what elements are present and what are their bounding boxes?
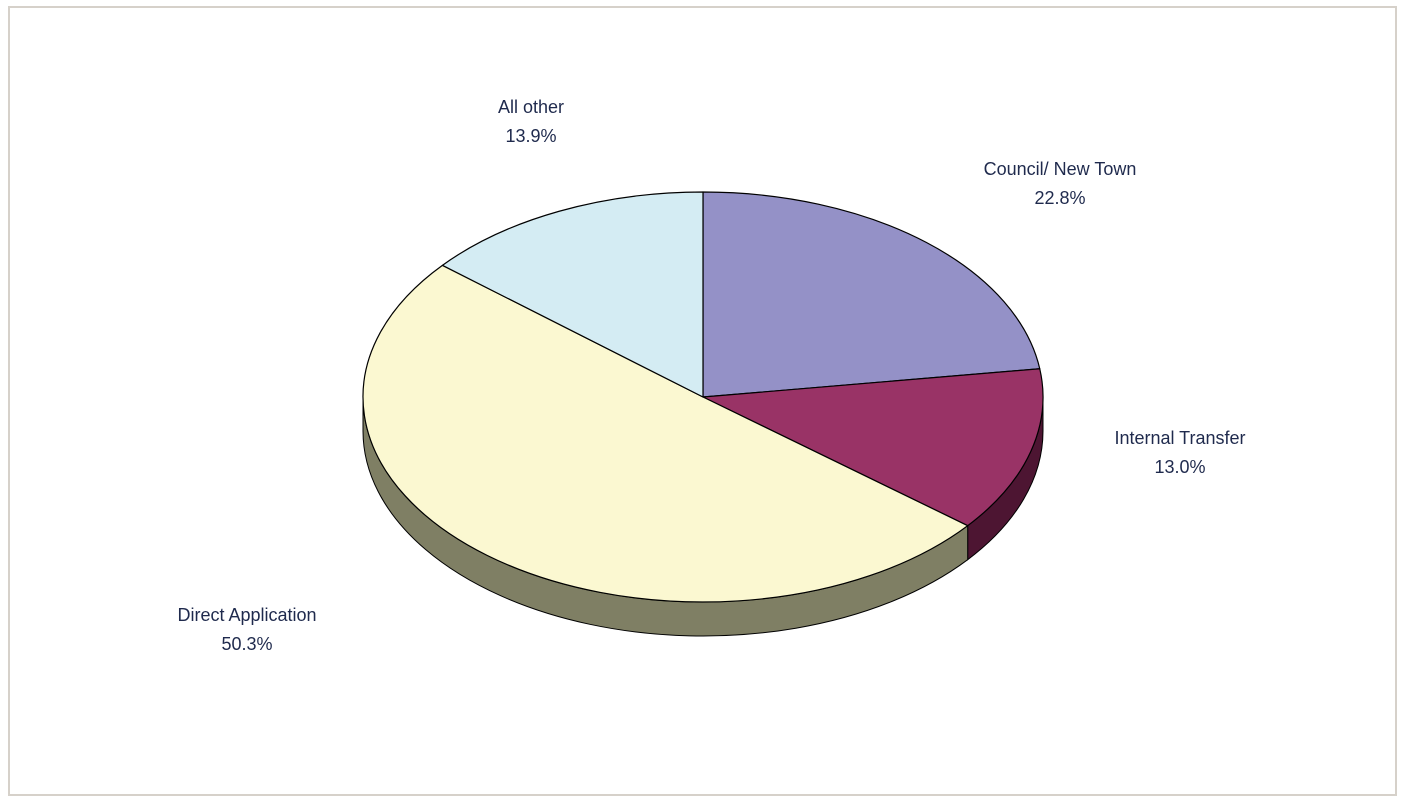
pie-slice-direct-application — [362, 264, 969, 603]
slice-label-council-new-town: Council/ New Town — [984, 159, 1137, 179]
slice-label-direct-application: Direct Application — [177, 605, 316, 625]
pie-slice-all-other — [441, 191, 704, 398]
pie-slice-internal-transfer — [702, 368, 1044, 527]
pie-labels: Council/ New Town 22.8% Internal Transfer 1… — [177, 97, 1245, 654]
slice-label-internal-transfer: Internal Transfer — [1114, 428, 1245, 448]
pie-chart: Council/ New Town 22.8% Internal Transfer 1… — [177, 97, 1245, 654]
pie-slice-council-new-town — [702, 191, 1041, 398]
pie-tops — [362, 191, 1044, 603]
slice-label-all-other: All other — [498, 97, 564, 117]
slice-value-all-other: 13.9% — [505, 126, 556, 146]
slice-value-council-new-town: 22.8% — [1034, 188, 1085, 208]
slice-value-internal-transfer: 13.0% — [1154, 457, 1205, 477]
slice-value-direct-application: 50.3% — [221, 634, 272, 654]
